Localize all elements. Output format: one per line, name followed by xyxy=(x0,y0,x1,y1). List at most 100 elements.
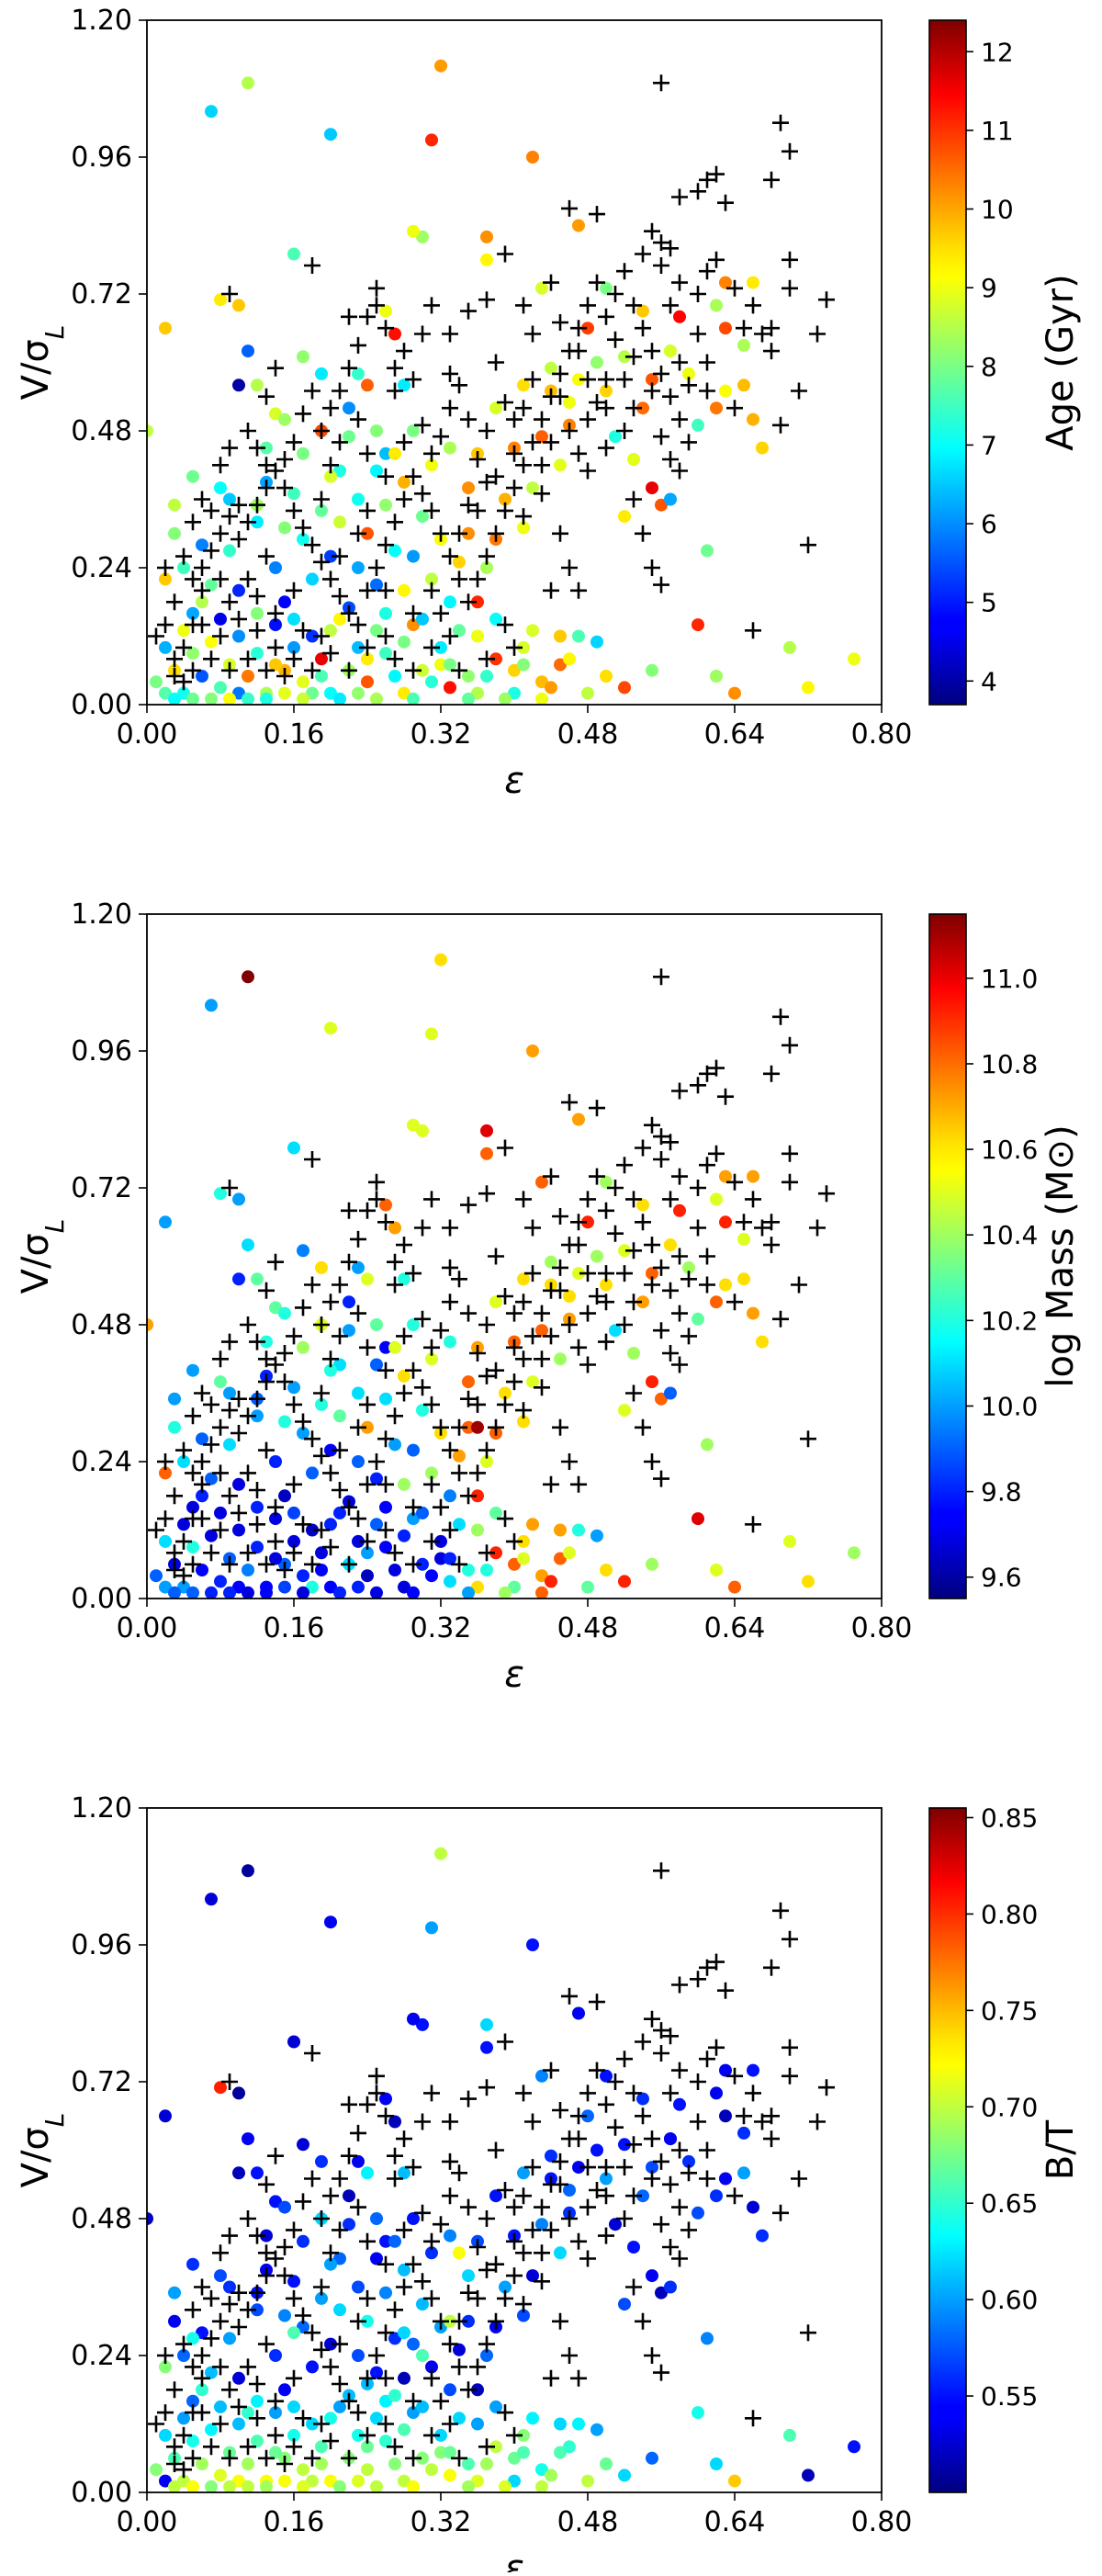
data-point xyxy=(508,1557,521,1571)
data-point xyxy=(664,1238,677,1252)
plus-marker xyxy=(745,622,761,639)
data-point xyxy=(177,2349,190,2362)
panel-age: 0.00 0.16 0.32 0.48 0.64 0.80 0.00 0.24 0.48 0.72… xyxy=(15,5,1082,802)
plus-marker xyxy=(579,1191,596,1208)
data-point xyxy=(480,1124,493,1137)
data-point xyxy=(425,1466,438,1480)
data-point xyxy=(388,1564,401,1576)
plus-marker xyxy=(249,1482,265,1498)
plus-marker xyxy=(690,2073,706,2090)
data-point xyxy=(416,2017,429,2031)
plus-marker xyxy=(405,371,422,389)
data-point xyxy=(205,1586,218,1599)
plus-marker xyxy=(322,1294,339,1311)
data-point xyxy=(278,412,291,426)
data-point xyxy=(535,2480,548,2492)
data-point xyxy=(186,692,199,705)
data-point xyxy=(600,1278,613,1292)
plus-marker xyxy=(515,1191,532,1208)
data-point xyxy=(159,1466,172,1480)
data-point xyxy=(407,2480,420,2492)
plus-marker xyxy=(506,445,523,462)
data-point xyxy=(370,624,383,638)
data-point xyxy=(710,1295,723,1309)
data-point xyxy=(719,1215,732,1229)
data-point xyxy=(407,2406,420,2420)
data-point xyxy=(444,2446,456,2459)
data-point xyxy=(324,624,337,638)
data-point xyxy=(802,2469,815,2482)
data-point xyxy=(535,281,548,295)
plus-marker xyxy=(579,371,596,389)
plus-marker xyxy=(377,2255,394,2273)
plus-marker xyxy=(359,1532,376,1550)
plus-marker xyxy=(212,525,229,542)
plus-marker xyxy=(240,2358,256,2376)
plus-marker xyxy=(203,2438,219,2456)
plus-marker xyxy=(690,1219,706,1237)
data-point xyxy=(287,2035,300,2049)
data-point xyxy=(682,2154,695,2168)
plus-marker xyxy=(598,371,614,389)
plus-marker xyxy=(350,525,366,542)
plus-marker xyxy=(433,2312,449,2330)
data-point xyxy=(747,1169,759,1183)
plus-marker xyxy=(350,2198,366,2216)
plus-marker xyxy=(763,1214,780,1231)
data-point xyxy=(407,618,420,632)
plus-marker xyxy=(194,1453,210,1470)
plus-marker xyxy=(506,411,523,428)
data-point xyxy=(416,2451,429,2465)
plus-marker xyxy=(433,1322,449,1339)
plus-marker xyxy=(497,2033,513,2051)
plus-marker xyxy=(377,582,394,599)
plus-marker xyxy=(460,1305,477,1322)
plus-marker xyxy=(258,1350,275,1368)
data-point xyxy=(186,1363,199,1377)
data-point xyxy=(388,670,401,683)
plus-marker xyxy=(469,451,486,468)
plus-marker xyxy=(469,2239,486,2255)
data-point xyxy=(388,2389,401,2402)
plus-marker xyxy=(653,1322,669,1339)
data-point xyxy=(462,692,475,705)
plus-marker xyxy=(543,1475,559,1493)
y-tick-label: 1.20 xyxy=(71,5,132,37)
plus-marker xyxy=(561,199,578,217)
plus-marker xyxy=(653,2364,669,2381)
plus-marker xyxy=(433,525,449,542)
data-point xyxy=(398,2423,410,2436)
data-point xyxy=(499,2480,512,2492)
plus-marker xyxy=(763,171,780,188)
data-point xyxy=(306,1580,319,1594)
plus-marker xyxy=(249,439,265,457)
data-point xyxy=(242,345,254,358)
plus-marker xyxy=(561,2347,578,2364)
plus-marker xyxy=(763,2130,780,2148)
data-point xyxy=(434,1552,447,1565)
plus-marker xyxy=(506,480,523,497)
plus-marker xyxy=(671,1356,688,1373)
data-point xyxy=(361,526,374,540)
plus-marker xyxy=(534,1350,550,1368)
plus-marker xyxy=(607,2118,624,2136)
plus-marker xyxy=(506,2198,523,2216)
data-point xyxy=(352,1580,365,1594)
plus-marker xyxy=(635,1418,651,1436)
data-point xyxy=(453,1449,466,1463)
plus-marker xyxy=(405,604,422,622)
data-point xyxy=(168,2286,181,2299)
plus-marker xyxy=(524,2221,541,2239)
data-point xyxy=(260,441,273,455)
plus-marker xyxy=(497,394,513,411)
data-point xyxy=(269,658,282,672)
data-point xyxy=(692,2206,704,2220)
data-point xyxy=(214,2469,227,2482)
plus-marker xyxy=(451,377,467,394)
plus-marker xyxy=(699,2051,715,2068)
plus-marker xyxy=(240,1316,256,1333)
plus-marker xyxy=(194,2347,210,2364)
plus-marker xyxy=(497,502,513,519)
plus-marker xyxy=(699,1959,715,1976)
plus-marker xyxy=(653,2152,669,2170)
